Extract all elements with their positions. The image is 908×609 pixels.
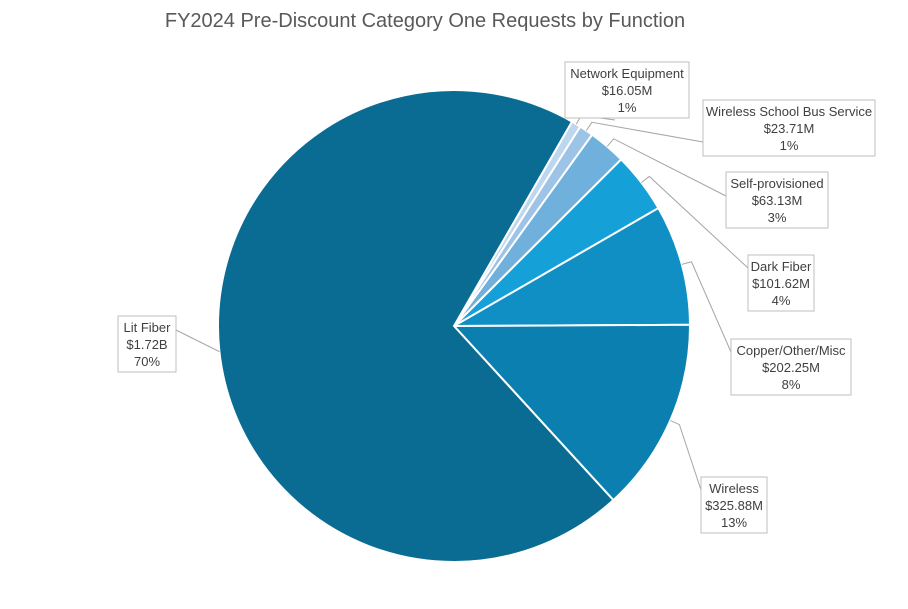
label-amount: $1.72B: [126, 337, 167, 352]
data-label-copper-other-misc: Copper/Other/Misc $202.25M 8%: [730, 338, 852, 396]
label-amount: $16.05M: [602, 83, 653, 98]
leader-line: [606, 138, 727, 197]
data-label-self-provisioned: Self-provisioned $63.13M 3%: [725, 171, 829, 229]
label-amount: $23.71M: [764, 121, 815, 136]
data-label-wireless: Wireless $325.88M 13%: [700, 476, 768, 534]
label-name: Network Equipment: [570, 66, 684, 81]
label-percent: 8%: [782, 377, 801, 392]
label-name: Dark Fiber: [751, 259, 812, 274]
leader-line: [641, 175, 749, 269]
label-percent: 13%: [721, 515, 747, 530]
label-name: Lit Fiber: [124, 320, 172, 335]
data-label-dark-fiber: Dark Fiber $101.62M 4%: [747, 254, 815, 312]
pie-slice-copper-other-misc: [450, 206, 692, 328]
label-percent: 3%: [768, 210, 787, 225]
data-label-network-equipment: Network Equipment $16.05M 1%: [564, 61, 690, 119]
chart-title: FY2024 Pre-Discount Category One Request…: [164, 10, 686, 32]
data-label-lit-fiber: Lit Fiber $1.72B 70%: [117, 315, 177, 373]
label-percent: 70%: [134, 354, 160, 369]
label-name: Self-provisioned: [730, 176, 823, 191]
label-percent: 1%: [618, 100, 637, 115]
data-label-wireless-school-bus-service: Wireless School Bus Service $23.71M 1%: [702, 99, 876, 157]
label-name: Wireless School Bus Service: [706, 104, 872, 119]
label-amount: $202.25M: [762, 360, 820, 375]
leader-line: [681, 261, 732, 353]
label-name: Wireless: [709, 481, 759, 496]
leader-line: [585, 121, 704, 143]
label-percent: 4%: [772, 293, 791, 308]
label-amount: $63.13M: [752, 193, 803, 208]
label-amount: $325.88M: [705, 498, 763, 513]
leader-line: [175, 329, 220, 353]
pie-slice-wireless: [451, 323, 691, 502]
label-percent: 1%: [780, 138, 799, 153]
label-amount: $101.62M: [752, 276, 810, 291]
label-name: Copper/Other/Misc: [736, 343, 846, 358]
leader-line: [670, 420, 702, 491]
